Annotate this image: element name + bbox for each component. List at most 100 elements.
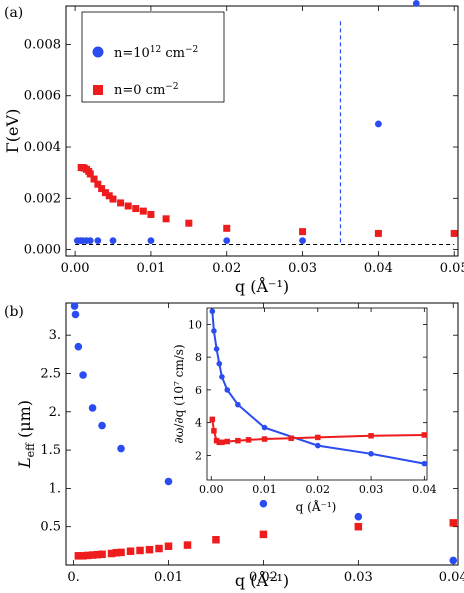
panel-b-y-label-sub: eff — [24, 442, 37, 458]
inset-point-square — [209, 416, 216, 423]
inset-point-square — [224, 438, 230, 445]
inset-point-circle — [211, 328, 217, 334]
panel-b-y-label-unit: (μm) — [15, 400, 34, 443]
inset-point-square — [261, 436, 268, 442]
inset-point-square — [315, 434, 321, 441]
panel-b-point-circle — [79, 371, 87, 379]
panel-a-point-square — [139, 207, 147, 215]
panel-b-point-square — [112, 548, 121, 557]
legend-label-series-1: n=1012 cm−2 — [114, 45, 198, 61]
panel-a-point-circle — [223, 237, 231, 245]
panel-b-ticks — [66, 303, 458, 565]
inset-point-circle — [235, 401, 241, 408]
panel-b-point-square — [84, 551, 92, 560]
panel-a-point-square — [124, 202, 132, 210]
panel-a-x-axis-label: q (Å⁻¹) — [235, 276, 289, 296]
panel-b-point-square — [136, 546, 144, 555]
panel-a-point-square — [86, 170, 94, 178]
inset-x-tick-label: 0.00 — [199, 483, 224, 496]
panel-b-x-tick-label: 0. — [67, 570, 79, 585]
inset-point-circle — [368, 450, 374, 457]
panel-b-point-circle — [88, 404, 97, 412]
panel-a-point-square — [90, 175, 98, 183]
panel-a-point-square — [94, 180, 102, 188]
legend-label-2-sup2: −2 — [165, 82, 178, 92]
panel-a-point-square — [132, 205, 140, 213]
panel-a: (a) 0.000.010.020.030.040.050.0000.0020.… — [3, 0, 464, 296]
panel-b-point-square — [155, 544, 163, 553]
panel-b-point-circle — [164, 477, 173, 486]
panel-a-point-square — [101, 189, 109, 197]
panel-b-y-axis-label: Leff (μm) — [15, 400, 37, 469]
legend-box — [81, 11, 225, 103]
panel-a-x-tick-label: 0.01 — [136, 261, 165, 276]
panel-a-reference-lines — [75, 21, 455, 245]
panel-b-point-circle — [70, 302, 79, 310]
panel-b-x-tick-label: 0.03 — [344, 570, 373, 585]
inset-point-circle — [314, 442, 321, 449]
inset-point-square — [235, 437, 241, 444]
panel-b-point-square — [145, 545, 154, 554]
panel-b-x-axis-label: q (Å⁻¹) — [235, 570, 289, 590]
legend-label-1-sup2: −2 — [185, 45, 198, 55]
inset-y-tick-label: 10 — [188, 318, 202, 331]
panel-a-x-tick-label: 0.05 — [440, 261, 464, 276]
panel-a-x-tick-label: 0.03 — [288, 261, 317, 276]
panel-b-point-square — [126, 547, 135, 555]
panel-b: (b) 0. 0.01 0.02 0.03 0.04 0.5 1. 1.5 2. 2.5 3. q … — [4, 302, 464, 590]
panel-a-x-tick-label: 0.04 — [364, 261, 393, 276]
panel-b-y-tick-label: 0.5 — [40, 520, 61, 535]
panel-a-point-square — [162, 215, 170, 223]
inset-point-square — [368, 433, 374, 439]
inset-data-marks — [209, 308, 428, 467]
inset-point-square — [219, 439, 225, 446]
inset-point-circle — [261, 424, 268, 431]
panel-b-point-square — [107, 549, 116, 558]
panel-a-y-tick-label: 0.000 — [24, 243, 61, 258]
panel-a-label: (a) — [4, 5, 23, 21]
panel-a-x-tick-label: 0.00 — [61, 261, 90, 276]
panel-b-point-square — [117, 548, 125, 557]
inset-point-square — [211, 428, 217, 434]
inset-x-tick-label: 0.01 — [252, 483, 277, 496]
panel-a-point-square — [299, 228, 307, 236]
panel-a-point-circle — [86, 237, 94, 245]
inset-point-circle — [421, 460, 428, 467]
panel-a-point-square — [98, 185, 106, 193]
panel-a-point-square — [185, 219, 193, 227]
panel-b-point-square — [164, 542, 173, 550]
panel-b-point-circle — [74, 342, 83, 351]
inset-point-square — [245, 437, 252, 443]
panel-b-y-tick-label: 1.5 — [40, 443, 61, 458]
panel-b-point-square — [79, 552, 87, 560]
panel-b-label: (b) — [4, 304, 24, 320]
inset-point-square — [421, 432, 428, 438]
panel-a-point-square — [147, 210, 155, 218]
inset-x-tick-label: 0.03 — [359, 483, 384, 496]
panel-b-x-tick-label: 0.01 — [154, 570, 183, 585]
panel-a-point-square — [374, 229, 382, 237]
panel-b-point-square — [93, 550, 102, 559]
inset-tick-labels: 0.00 0.01 0.02 0.03 0.04 2 4 6 8 10 — [188, 318, 437, 496]
panel-a-point-circle — [412, 0, 420, 7]
panel-b-point-circle — [117, 444, 125, 453]
panel-a-point-circle — [147, 237, 155, 245]
panel-a-frame — [65, 5, 459, 257]
panel-a-ticks — [66, 6, 458, 256]
legend-label-1-mid: cm — [161, 46, 185, 61]
panel-b-point-circle — [71, 310, 80, 319]
panel-b-tick-labels: 0. 0.01 0.02 0.03 0.04 0.5 1. 1.5 2. 2.5 3. — [40, 328, 464, 585]
legend-marker-circle — [92, 46, 104, 58]
panel-a-y-tick-label: 0.002 — [24, 191, 61, 206]
inset-y-axis-label: ∂ω/∂q (10⁷ cm/s) — [172, 344, 186, 443]
panel-b-point-circle — [449, 556, 458, 565]
legend-marker-square — [93, 85, 103, 95]
legend-label-series-2: n=0 cm−2 — [114, 82, 179, 98]
inset-y-tick-label: 6 — [195, 384, 202, 397]
panel-a-data-marks — [73, 0, 458, 245]
panel-b-point-square — [259, 530, 268, 539]
inset-y-tick-label: 8 — [195, 351, 202, 364]
inset-chart: 0.00 0.01 0.02 0.03 0.04 2 4 6 8 10 q (Å⁻¹) ∂ω/∂q… — [172, 307, 437, 514]
panel-b-point-circle — [354, 512, 363, 521]
